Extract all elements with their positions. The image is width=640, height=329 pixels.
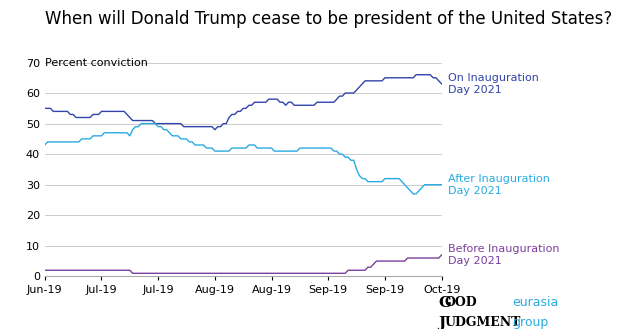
Text: Percent conviction: Percent conviction	[45, 58, 148, 67]
Text: Before Inauguration
Day 2021: Before Inauguration Day 2021	[448, 244, 559, 266]
Text: After Inauguration
Day 2021: After Inauguration Day 2021	[448, 173, 550, 196]
Text: eurasia: eurasia	[512, 296, 558, 309]
Text: UDGMENT: UDGMENT	[445, 316, 521, 329]
Text: On Inauguration
Day 2021: On Inauguration Day 2021	[448, 73, 539, 95]
Text: When will Donald Trump cease to be president of the United States?: When will Donald Trump cease to be presi…	[45, 10, 612, 28]
Text: J: J	[438, 316, 445, 329]
Text: group: group	[512, 316, 548, 329]
Text: OOD: OOD	[445, 296, 477, 309]
Text: G: G	[438, 296, 451, 310]
